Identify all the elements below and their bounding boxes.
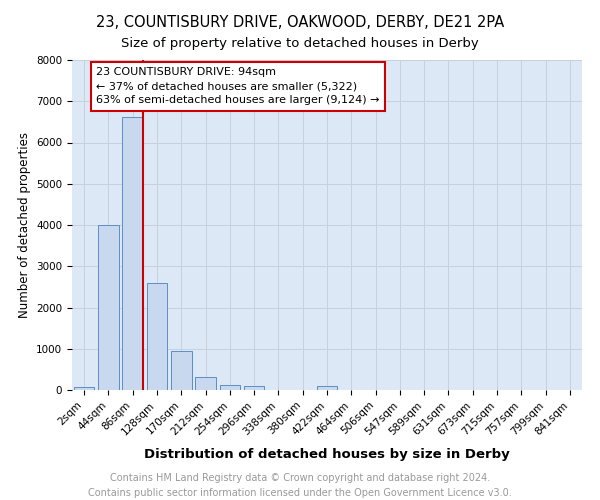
Text: 23 COUNTISBURY DRIVE: 94sqm
← 37% of detached houses are smaller (5,322)
63% of : 23 COUNTISBURY DRIVE: 94sqm ← 37% of det… (96, 68, 380, 106)
Bar (317, 386, 337, 390)
Bar (122, 117, 143, 390)
Text: Size of property relative to detached houses in Derby: Size of property relative to detached ho… (121, 38, 479, 51)
X-axis label: Distribution of detached houses by size in Derby: Distribution of detached houses by size … (144, 448, 510, 460)
Bar (146, 283, 167, 390)
Bar (195, 376, 216, 390)
Text: 23, COUNTISBURY DRIVE, OAKWOOD, DERBY, DE21 2PA: 23, COUNTISBURY DRIVE, OAKWOOD, DERBY, D… (96, 15, 504, 30)
Bar (171, 351, 191, 390)
Bar (74, 387, 94, 390)
Bar (244, 386, 265, 390)
Y-axis label: Number of detached properties: Number of detached properties (17, 132, 31, 318)
Text: Contains HM Land Registry data © Crown copyright and database right 2024.
Contai: Contains HM Land Registry data © Crown c… (88, 472, 512, 498)
Bar (98, 225, 119, 390)
Bar (220, 384, 240, 390)
